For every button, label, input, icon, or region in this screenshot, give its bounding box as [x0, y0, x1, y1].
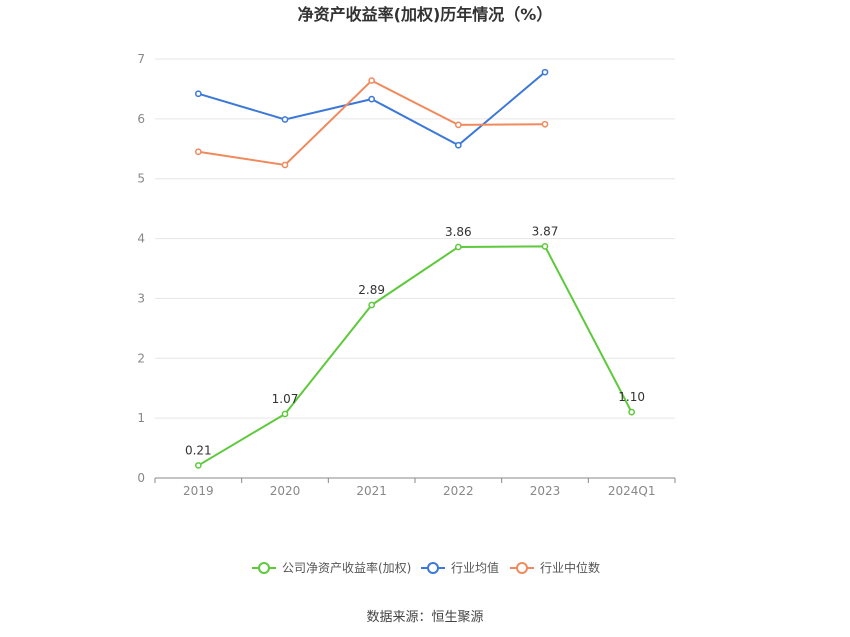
legend[interactable]: 公司净资产收益率(加权) 行业均值 行业中位数	[252, 560, 600, 575]
legend-swatch-marker	[427, 562, 439, 574]
y-tick-label: 0	[137, 471, 145, 485]
data-label: 2.89	[358, 283, 385, 297]
y-tick-label: 4	[137, 232, 145, 246]
data-label: 0.21	[185, 443, 212, 457]
legend-swatch-marker	[516, 562, 528, 574]
data-point[interactable]	[541, 243, 549, 250]
series-line	[198, 79, 546, 167]
y-axis-ticks: 0 1 2 3 4 5 6 7	[137, 52, 145, 485]
y-tick-label: 1	[137, 411, 145, 425]
data-source-note: 数据来源：恒生聚源	[366, 610, 483, 625]
data-label: 3.87	[532, 224, 559, 238]
data-point[interactable]	[454, 141, 462, 149]
series-line	[197, 245, 633, 467]
legend-label: 公司净资产收益率(加权)	[282, 560, 411, 575]
data-point[interactable]	[281, 161, 289, 169]
data-point[interactable]	[541, 68, 549, 76]
legend-item[interactable]: 行业均值	[421, 560, 499, 575]
y-tick-label: 5	[137, 172, 145, 186]
x-axis: 2019 2020 2021 2022 2023 2024Q1	[154, 477, 676, 498]
data-point[interactable]	[368, 77, 376, 84]
x-tick-label: 2023	[530, 484, 561, 498]
legend-swatch-marker	[258, 562, 270, 574]
x-tick-label: 2024Q1	[608, 484, 656, 498]
y-tick-label: 2	[137, 351, 145, 365]
legend-label: 行业中位数	[540, 560, 600, 575]
series-1	[194, 68, 549, 149]
data-point[interactable]	[628, 408, 636, 416]
data-point[interactable]	[368, 95, 376, 103]
x-tick-label: 2019	[183, 484, 214, 498]
data-point[interactable]	[541, 120, 549, 128]
data-point[interactable]	[281, 116, 289, 123]
x-tick-label: 2021	[356, 484, 387, 498]
legend-item[interactable]: 公司净资产收益率(加权)	[252, 560, 411, 575]
grid-lines	[155, 58, 675, 419]
data-point[interactable]	[281, 410, 289, 418]
data-point[interactable]	[194, 462, 202, 469]
y-tick-label: 3	[137, 291, 145, 305]
series-layer: 0.21 1.07 2.89 3.86 3.87 1.10	[185, 68, 645, 469]
series-2	[194, 77, 549, 169]
data-point[interactable]	[454, 243, 462, 251]
y-tick-label: 7	[137, 52, 145, 66]
chart-title: 净资产收益率(加权)历年情况（%）	[298, 5, 553, 24]
data-point[interactable]	[368, 301, 376, 309]
x-tick-label: 2022	[443, 484, 474, 498]
data-label: 1.07	[272, 392, 299, 406]
x-tick-label: 2020	[270, 484, 301, 498]
series-0: 0.21 1.07 2.89 3.86 3.87 1.10	[185, 224, 645, 469]
y-tick-label: 6	[137, 112, 145, 126]
legend-label: 行业均值	[451, 560, 499, 575]
legend-item[interactable]: 行业中位数	[510, 560, 600, 575]
data-point[interactable]	[194, 90, 202, 98]
data-label: 1.10	[618, 390, 645, 404]
data-point[interactable]	[454, 121, 462, 129]
data-point[interactable]	[194, 148, 202, 156]
data-label: 3.86	[445, 225, 472, 239]
